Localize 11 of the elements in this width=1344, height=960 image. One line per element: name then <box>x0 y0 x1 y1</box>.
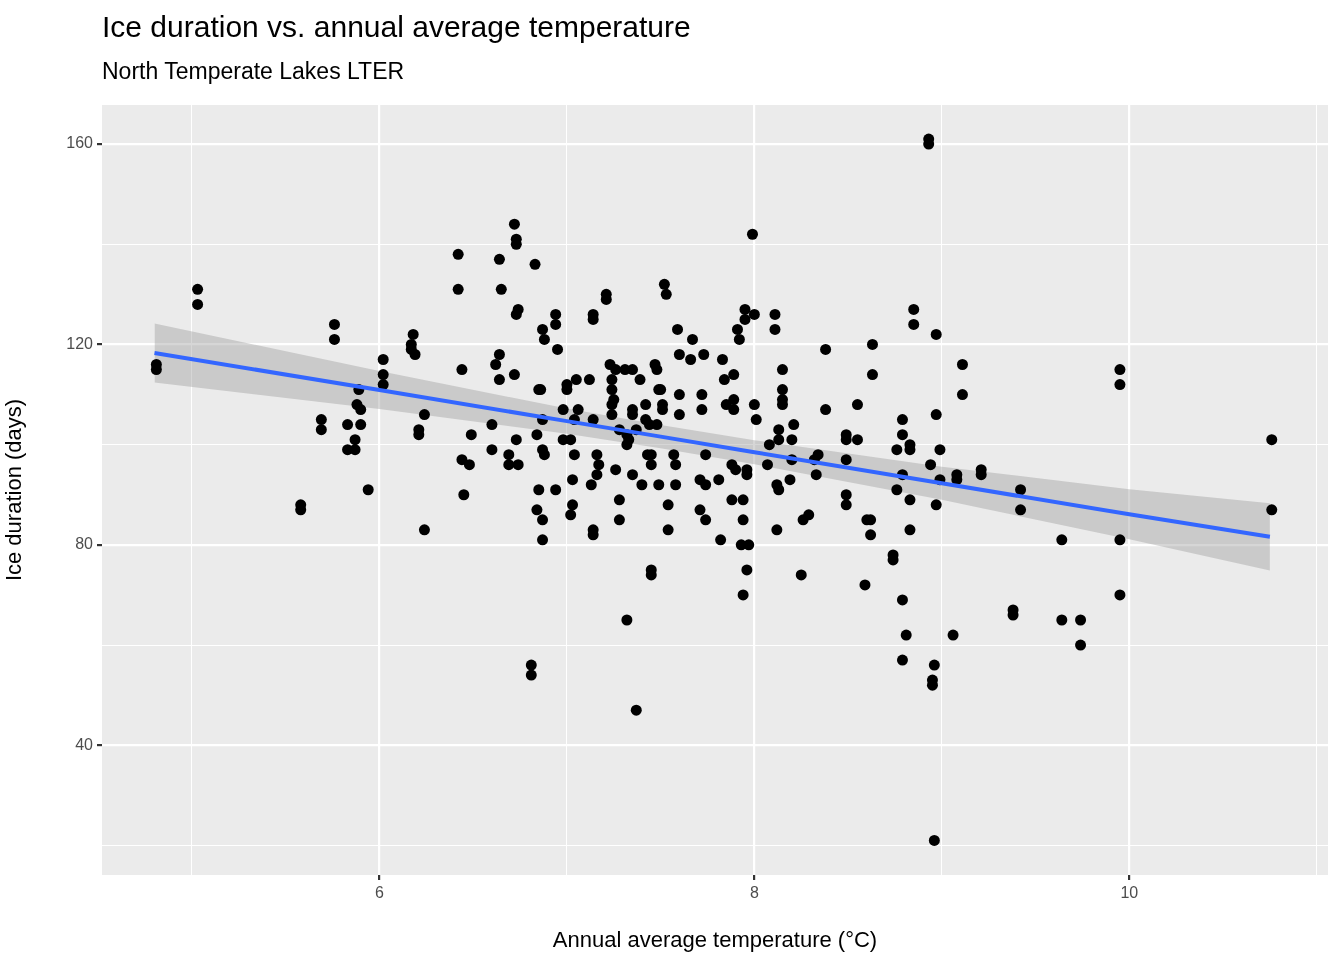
y-tick-label: 120 <box>66 334 94 352</box>
chart-subtitle: North Temperate Lakes LTER <box>102 58 405 85</box>
y-axis-title: Ice duration (days) <box>1 398 27 582</box>
x-tick-label: 6 <box>374 884 384 902</box>
x-tick-label: 10 <box>1120 884 1139 902</box>
x-axis-title: Annual average temperature (°C) <box>552 926 878 952</box>
y-tick-label: 160 <box>66 134 94 152</box>
x-tick-label: 8 <box>749 884 759 902</box>
y-tick-label: 40 <box>75 735 94 753</box>
y-tick-label: 80 <box>75 535 94 553</box>
chart-title: Ice duration vs. annual average temperature <box>102 10 691 44</box>
